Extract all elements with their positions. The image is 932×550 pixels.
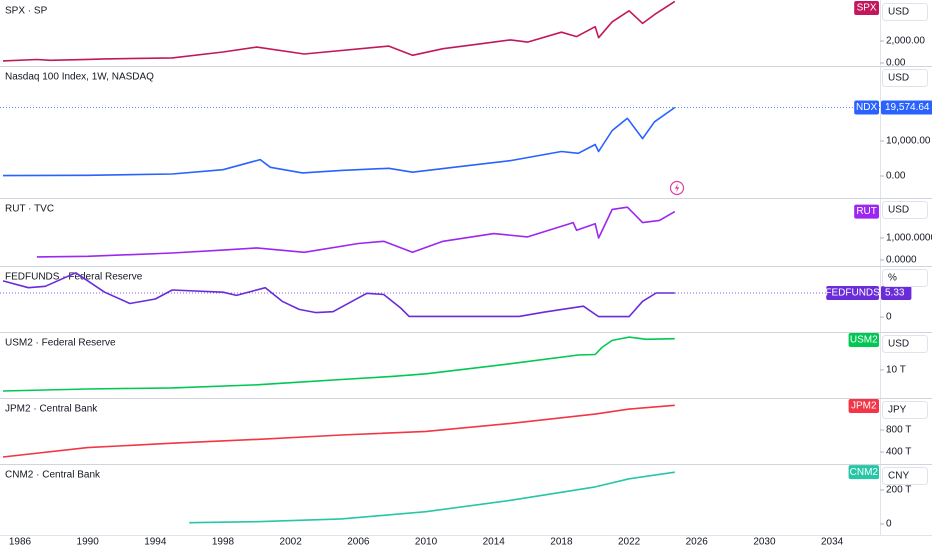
y-tick-label: 800 T — [886, 425, 911, 436]
series-badge — [854, 204, 879, 219]
pane-title: Nasdaq 100 Index, 1W, NASDAQ — [5, 72, 154, 83]
series-badge-label: FEDFUNDS — [825, 288, 880, 299]
pane-title: CNM2 · Central Bank — [5, 470, 101, 481]
x-tick-label: 1994 — [144, 537, 167, 548]
unit-label: USD — [888, 7, 909, 18]
unit-box — [882, 69, 928, 87]
x-tick-label: 2022 — [618, 537, 641, 548]
x-tick-label: 2034 — [821, 537, 844, 548]
series-line — [2, 106, 676, 177]
y-tick-label: 1,000.0000 — [886, 233, 932, 244]
x-tick-label: 1990 — [77, 537, 100, 548]
series-badge-label: SPX — [857, 3, 877, 14]
x-tick-label: 1986 — [9, 537, 32, 548]
y-tick-label: 0.00 — [886, 58, 906, 69]
y-tick-label: 0.0000 — [886, 255, 917, 266]
last-value-box — [881, 100, 932, 115]
x-tick-label: 2002 — [280, 537, 303, 548]
last-value-label: 19,574.64 — [885, 102, 930, 113]
unit-label: CNY — [888, 471, 909, 482]
y-tick-label: 400 T — [886, 447, 911, 458]
y-tick-label: 2,000.00 — [886, 36, 925, 47]
pane-title: RUT · TVC — [5, 204, 54, 215]
series-badge — [826, 285, 879, 300]
unit-box — [882, 3, 928, 21]
unit-label: USD — [888, 339, 909, 350]
series-line — [189, 471, 675, 524]
y-tick-label: 0.00 — [886, 171, 906, 182]
series-line — [2, 404, 675, 458]
x-tick-label: 2026 — [686, 537, 709, 548]
unit-label: % — [888, 273, 897, 284]
series-badge — [848, 399, 879, 413]
x-tick-label: 1998 — [212, 537, 235, 548]
series-badge-label: RUT — [856, 206, 877, 217]
series-badge-label: USM2 — [850, 335, 878, 346]
series-line — [2, 272, 675, 318]
series-line — [36, 206, 676, 258]
x-tick-label: 2018 — [550, 537, 573, 548]
unit-box — [882, 467, 928, 485]
series-line — [2, 0, 676, 62]
y-tick-label: 10,000.00 — [886, 136, 931, 147]
series-badge-label: JPM2 — [851, 401, 877, 412]
y-tick-label: 0 — [886, 312, 892, 323]
unit-box — [882, 269, 928, 287]
last-value-box — [881, 285, 912, 300]
y-tick-label: 0 — [886, 519, 892, 530]
series-badge — [854, 1, 879, 15]
series-badge-label: CNM2 — [850, 467, 879, 478]
pane-title: SPX · SP — [5, 6, 48, 17]
pane-title: JPM2 · Central Bank — [5, 404, 98, 415]
lightning-icon[interactable] — [669, 180, 685, 196]
series-line — [2, 336, 675, 392]
x-tick-label: 2030 — [753, 537, 776, 548]
x-tick-label: 2006 — [347, 537, 370, 548]
unit-box — [882, 335, 928, 353]
unit-box — [882, 201, 928, 219]
x-tick-label: 2010 — [415, 537, 438, 548]
y-tick-label: 10 T — [886, 365, 906, 376]
unit-box — [882, 401, 928, 419]
last-value-label: 5.33 — [885, 288, 905, 299]
unit-label: JPY — [888, 405, 907, 416]
unit-label: USD — [888, 73, 909, 84]
pane-title: USM2 · Federal Reserve — [5, 338, 116, 349]
pane-title: FEDFUNDS · Federal Reserve — [5, 272, 143, 283]
series-badge-label: NDX — [856, 102, 877, 113]
series-badge — [854, 100, 879, 115]
series-badge — [848, 333, 879, 347]
x-tick-label: 2014 — [483, 537, 506, 548]
y-tick-label: 200 T — [886, 485, 911, 496]
series-badge — [848, 465, 879, 480]
unit-label: USD — [888, 205, 909, 216]
